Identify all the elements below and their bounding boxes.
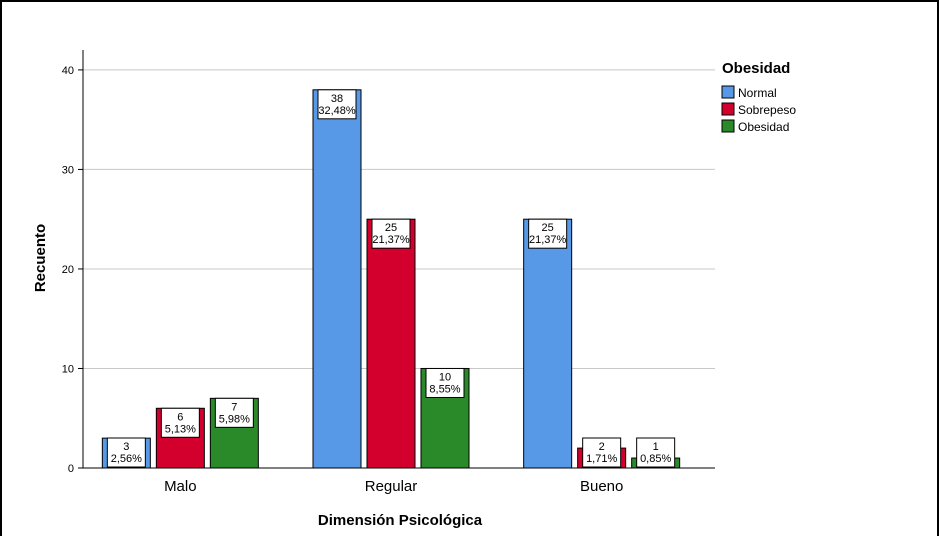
legend-swatch-sobrepeso (721, 102, 735, 116)
data-label-count: 25 (542, 222, 554, 234)
y-ticks: 0 10 20 30 40 (62, 65, 83, 475)
x-category-label: Regular (365, 478, 418, 495)
data-label-box (528, 218, 568, 249)
y-tick-label: 10 (62, 363, 74, 375)
data-label-percent: 1,71% (586, 453, 617, 465)
data-label-box (636, 437, 676, 468)
y-tick-label: 0 (68, 463, 74, 475)
data-label-percent: 21,37% (372, 234, 410, 246)
data-label-count: 7 (231, 401, 237, 413)
legend-swatch-obesidad (721, 119, 735, 133)
bar-normal-bueno (523, 218, 573, 469)
data-labels: 32,56%65,13%75,98%3832,48%2521,37%108,55… (106, 89, 676, 468)
x-category-label: Bueno (580, 478, 623, 495)
legend-label-sobrepeso: Sobrepeso (738, 103, 796, 117)
data-label-box (317, 89, 357, 120)
data-label-count: 25 (385, 222, 397, 234)
x-category-label: Malo (164, 478, 197, 495)
legend: Obesidad Normal Sobrepeso Obesidad (721, 60, 796, 134)
data-label-count: 10 (439, 371, 451, 383)
data-label-count: 38 (331, 93, 343, 105)
bar-sobrepeso-regular (366, 218, 416, 469)
data-label-box (160, 407, 200, 438)
x-axis-title: Dimensión Psicológica (318, 512, 483, 529)
data-label-count: 3 (123, 441, 129, 453)
data-label-box (106, 437, 146, 468)
data-label-percent: 2,56% (111, 453, 142, 465)
legend-label-normal: Normal (738, 86, 777, 100)
data-label-box (582, 437, 622, 468)
y-tick-label: 20 (62, 264, 74, 276)
data-label-box (214, 397, 254, 428)
bar-normal-regular (312, 89, 362, 469)
y-tick-label: 30 (62, 164, 74, 176)
y-axis-title: Recuento (32, 224, 49, 292)
data-label-percent: 32,48% (318, 105, 356, 117)
data-label-percent: 8,55% (429, 383, 460, 395)
data-label-count: 1 (653, 441, 659, 453)
data-label-box (371, 218, 411, 249)
x-categories: Malo Regular Bueno (164, 478, 623, 495)
data-label-box (425, 367, 465, 398)
data-label-percent: 5,98% (219, 413, 250, 425)
legend-title: Obesidad (722, 60, 790, 77)
legend-label-obesidad: Obesidad (738, 120, 789, 134)
data-label-count: 2 (599, 441, 605, 453)
data-label-percent: 5,13% (165, 423, 196, 435)
data-label-count: 6 (177, 411, 183, 423)
legend-swatch-normal (721, 85, 735, 99)
data-label-percent: 21,37% (529, 234, 567, 246)
y-tick-label: 40 (62, 65, 74, 77)
data-label-percent: 0,85% (640, 453, 671, 465)
